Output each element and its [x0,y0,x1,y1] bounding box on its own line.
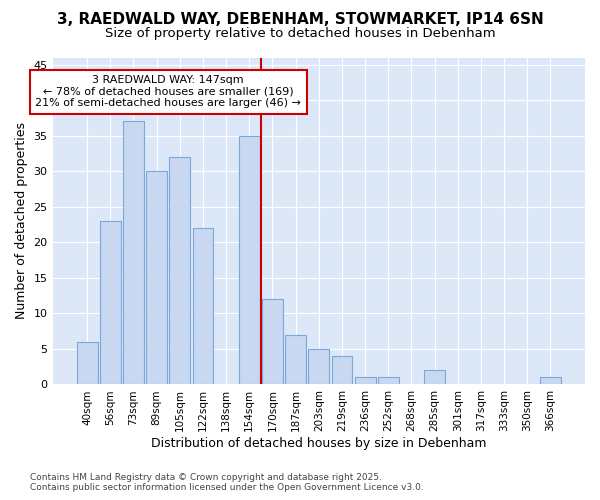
Bar [193,228,214,384]
Bar [308,349,329,384]
Bar [332,356,352,384]
Bar [262,299,283,384]
Bar [123,122,144,384]
Bar [169,157,190,384]
Bar [285,334,306,384]
Text: Size of property relative to detached houses in Debenham: Size of property relative to detached ho… [104,28,496,40]
Text: 3 RAEDWALD WAY: 147sqm
← 78% of detached houses are smaller (169)
21% of semi-de: 3 RAEDWALD WAY: 147sqm ← 78% of detached… [35,76,301,108]
Bar [77,342,98,384]
Bar [355,378,376,384]
Bar [239,136,260,384]
Text: 3, RAEDWALD WAY, DEBENHAM, STOWMARKET, IP14 6SN: 3, RAEDWALD WAY, DEBENHAM, STOWMARKET, I… [56,12,544,28]
Y-axis label: Number of detached properties: Number of detached properties [15,122,28,320]
Bar [378,378,398,384]
Bar [146,171,167,384]
Bar [100,221,121,384]
Bar [424,370,445,384]
Bar [540,378,561,384]
X-axis label: Distribution of detached houses by size in Debenham: Distribution of detached houses by size … [151,437,487,450]
Text: Contains HM Land Registry data © Crown copyright and database right 2025.
Contai: Contains HM Land Registry data © Crown c… [30,473,424,492]
